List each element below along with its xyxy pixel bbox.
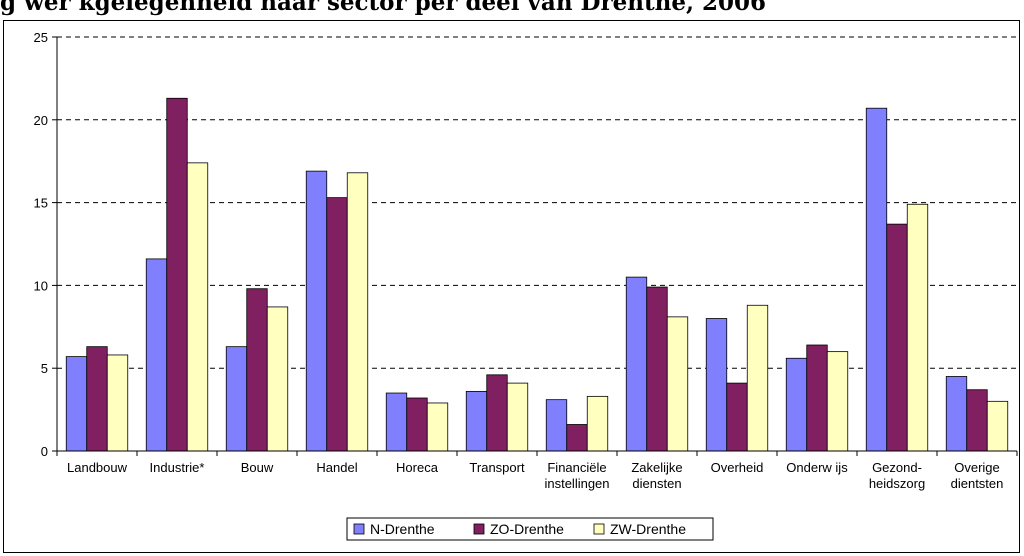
bar-zw-drenthe <box>346 172 369 452</box>
legend-label-zw-drenthe: ZW-Drenthe <box>610 521 686 537</box>
legend: N-Drenthe ZO-Drenthe ZW-Drenthe <box>346 517 714 541</box>
bar-zw-drenthe <box>586 395 609 452</box>
x-axis-categories: Landbouw Industrie* Bouw Handel Horeca Transp… <box>67 460 1003 491</box>
bar-zo-drenthe <box>566 424 588 452</box>
x-category-label: Horeca <box>396 460 439 475</box>
x-category-label: Industrie* <box>150 460 205 475</box>
legend-label-n-drenthe: N-Drenthe <box>370 521 435 537</box>
bar-chart: 0 5 10 15 20 25 Landbouw Industrie* Bouw Handel H… <box>34 30 1018 541</box>
bar-n-drenthe <box>945 376 968 452</box>
bar-n-drenthe <box>465 390 488 452</box>
bar-zo-drenthe <box>966 389 988 452</box>
bar-n-drenthe <box>545 399 568 452</box>
legend-swatch-zw-drenthe <box>593 523 605 535</box>
legend-label-zo-drenthe: ZO-Drenthe <box>490 521 564 537</box>
bar-n-drenthe <box>225 346 248 452</box>
bar-zw-drenthe <box>666 316 689 452</box>
bar-zo-drenthe <box>166 97 188 452</box>
legend-box <box>346 517 714 541</box>
bars <box>65 97 1009 452</box>
x-category-label: Transport <box>469 460 525 475</box>
bar-zw-drenthe <box>426 402 449 452</box>
x-category-label: Overheid <box>711 460 764 475</box>
bar-n-drenthe <box>785 357 808 452</box>
y-tick-label: 5 <box>41 361 48 376</box>
axes <box>52 36 1018 456</box>
bar-zw-drenthe <box>266 306 289 452</box>
page-title: g wer kgelegenheid naar sector per deel … <box>0 0 766 16</box>
y-tick-label: 10 <box>34 278 48 293</box>
legend-swatch-zo-drenthe <box>473 523 485 535</box>
x-category-label: Handel <box>316 460 357 475</box>
bar-zo-drenthe <box>486 374 508 452</box>
x-category-label: Onderw ijs <box>786 460 848 475</box>
bar-zw-drenthe <box>106 354 129 452</box>
bar-zo-drenthe <box>246 288 268 452</box>
bar-zw-drenthe <box>506 382 529 452</box>
chart-area: 0 5 10 15 20 25 Landbouw Industrie* Bouw Handel H… <box>3 20 1020 553</box>
bar-n-drenthe <box>65 356 88 452</box>
y-tick-label: 20 <box>34 113 48 128</box>
bar-zw-drenthe <box>986 400 1009 452</box>
y-tick-label: 15 <box>34 196 48 211</box>
x-category-label: Overige dientsten <box>951 460 1004 491</box>
y-tick-label: 25 <box>34 30 48 45</box>
bar-zw-drenthe <box>186 162 209 452</box>
bar-zw-drenthe <box>906 203 929 452</box>
y-axis-ticks: 0 5 10 15 20 25 <box>34 30 48 459</box>
bar-zo-drenthe <box>886 223 908 452</box>
x-category-label: Landbouw <box>67 460 128 475</box>
y-tick-label: 0 <box>41 444 48 459</box>
bar-n-drenthe <box>865 107 888 452</box>
bar-zo-drenthe <box>326 197 348 452</box>
x-category-label: Gezond-heidszorg <box>869 460 925 491</box>
bar-zo-drenthe <box>726 382 748 452</box>
gridlines <box>57 36 1017 369</box>
bar-n-drenthe <box>625 276 648 452</box>
bar-n-drenthe <box>705 318 728 452</box>
legend-swatch-n-drenthe <box>353 523 365 535</box>
bar-n-drenthe <box>385 392 408 452</box>
bar-zo-drenthe <box>646 286 668 452</box>
bar-n-drenthe <box>145 258 168 452</box>
bar-zw-drenthe <box>746 304 769 452</box>
x-category-label: Financiële instellingen <box>544 460 609 491</box>
x-category-label: Bouw <box>241 460 274 475</box>
bar-zo-drenthe <box>86 346 108 452</box>
x-category-label: Zakelijke diensten <box>631 460 682 491</box>
bar-zw-drenthe <box>826 351 849 452</box>
bar-n-drenthe <box>305 170 328 452</box>
bar-zo-drenthe <box>406 397 428 452</box>
bar-zo-drenthe <box>806 344 828 452</box>
